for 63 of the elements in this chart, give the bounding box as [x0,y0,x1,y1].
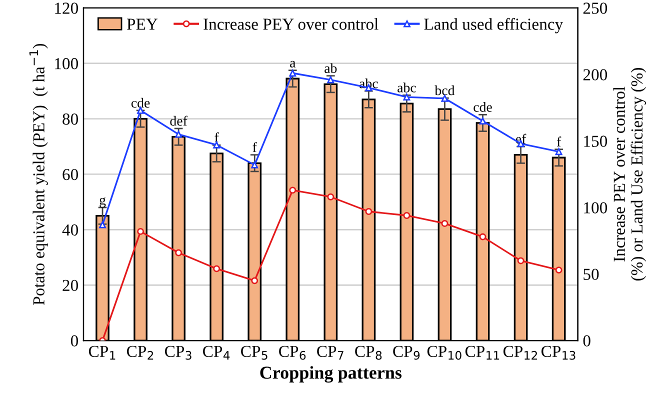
point [99,221,106,228]
x-tick-label: CP$_{6}$ [279,346,306,360]
point [175,249,182,256]
point [175,130,182,138]
annotation: bcd [434,85,455,96]
point [403,212,410,219]
x-tick-label: CP$_{8}$ [355,346,382,360]
point [555,148,562,156]
y2-tick-label: 0 [583,335,590,347]
annotation: def [170,116,188,126]
point [251,277,258,284]
annotation: ab [324,63,337,74]
x-tick-label: CP$_{5}$ [241,346,268,360]
y-tick-label: 0 [70,335,78,347]
point [289,70,296,77]
annotation: cde [131,98,150,108]
point [479,118,486,124]
legend-label: PEY [126,18,158,30]
y2-tick-label: 200 [583,69,608,80]
point [441,220,448,227]
legend-label: Land used efficiency [424,18,564,34]
annotation: abc [398,82,416,92]
point [365,208,372,215]
y-tick-label: 20 [62,280,78,292]
y2-tick-label: 100 [584,202,608,214]
annotation: f [556,136,562,146]
point [213,265,220,272]
y-tick-label: 100 [55,58,78,70]
y-tick-label: 120 [55,2,78,14]
point [327,193,334,200]
x-tick-label: CP$_{3}$ [164,346,192,360]
y-tick-label: 40 [62,224,78,236]
point [327,76,334,84]
x-tick-label: CP$_{11}$ [465,346,500,360]
y-tick-label: 80 [62,114,78,125]
x-tick-label: CP$_{13}$ [541,346,576,360]
x-axis-title: Cropping patterns [260,366,402,383]
x-tick-label: CP$_{4}$ [203,346,230,360]
point [555,266,562,274]
y-axis-title: Potato equivalent yield (PEY) (t ha$^{−1}$) [29,44,48,305]
x-tick-label: CP$_{7}$ [317,346,344,360]
y2-axis-title: Increase PEY over control (%) or Land Use Efficiency (%) [613,68,646,280]
annotation: g [100,197,106,208]
annotation: cde [474,102,492,112]
y2-tick-label: 50 [584,268,599,280]
point [289,186,296,194]
point [479,233,486,240]
x-tick-label: CP$_{1}$ [88,346,116,360]
point [517,257,524,264]
point [137,228,144,235]
point [403,94,410,101]
x-tick-label: CP$_{10}$ [427,346,462,360]
y2-tick-label: 150 [584,136,608,147]
legend-label: Increase PEY over control [204,18,378,30]
y-tick-label: 60 [62,168,78,180]
point [251,161,258,168]
annotation: a [290,60,296,68]
y2-tick-label: 250 [583,2,608,14]
annotation: f [252,142,257,152]
x-tick-label: CP$_{9}$ [393,346,420,360]
x-tick-label: CP$_{12}$ [503,346,538,360]
x-tick-label: CP$_{2}$ [126,346,154,360]
annotation: f [214,132,219,142]
